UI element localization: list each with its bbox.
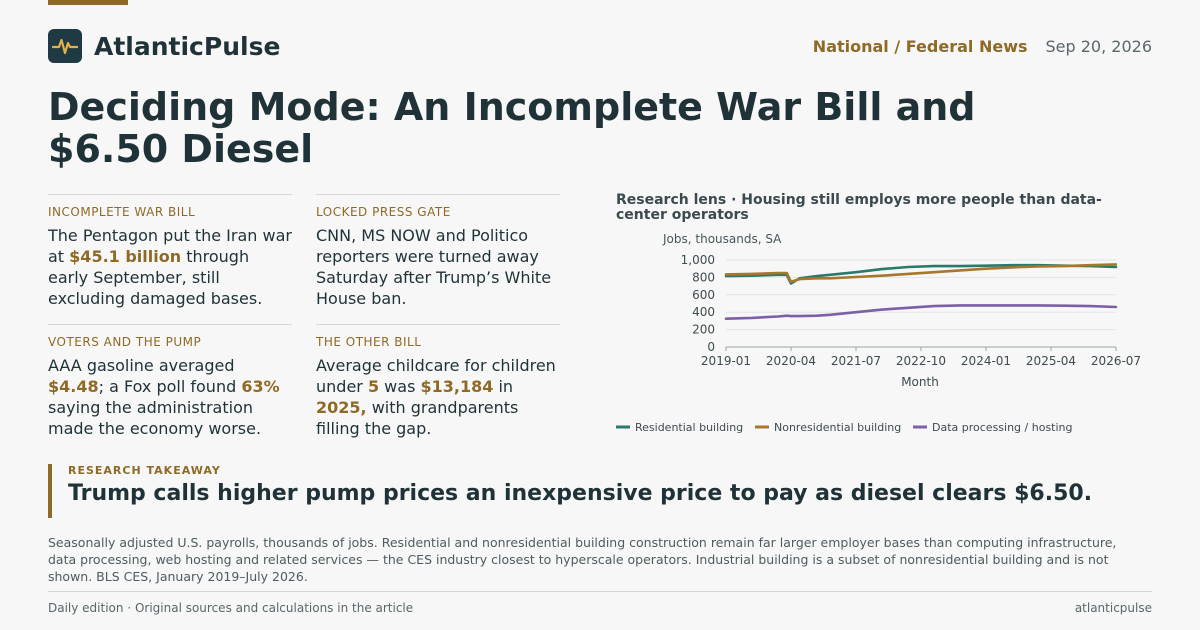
highlight-figure: $4.48	[48, 377, 99, 396]
card-body: CNN, MS NOW and Politico reporters were …	[316, 225, 560, 309]
card-body: AAA gasoline averaged $4.48; a Fox poll …	[48, 355, 292, 439]
brand-name[interactable]: AtlanticPulse	[94, 31, 281, 61]
chart-note: Seasonally adjusted U.S. payrolls, thous…	[48, 535, 1117, 584]
legend-label: Residential building	[635, 421, 743, 434]
x-tick-label: 2025-04	[1026, 354, 1076, 368]
highlight-figure: $45.1 billion	[69, 247, 182, 266]
footer: Daily edition · Original sources and cal…	[48, 591, 1152, 615]
accent-bar	[48, 0, 128, 5]
x-tick-label: 2026-07	[1091, 354, 1141, 368]
x-tick-label: 2021-07	[831, 354, 881, 368]
body-text: was	[379, 377, 421, 396]
takeaway-kicker: RESEARCH TAKEAWAY	[68, 464, 221, 477]
card-kicker: INCOMPLETE WAR BILL	[48, 205, 196, 219]
legend-label: Nonresidential building	[774, 421, 901, 434]
y-tick-label: 1,000	[681, 253, 715, 267]
chart-title: Research lens · Housing still employs mo…	[616, 192, 1102, 223]
y-axis-label: Jobs, thousands, SA	[662, 232, 782, 246]
legend-label: Data processing / hosting	[932, 421, 1073, 434]
body-text: through early September, still excluding…	[48, 247, 263, 308]
pulse-icon[interactable]	[48, 29, 82, 63]
x-axis-label: Month	[901, 375, 939, 389]
card-other-bill: THE OTHER BILL Average childcare for chi…	[316, 324, 560, 439]
highlight-figure: 63%	[241, 377, 280, 396]
series-line-1	[724, 263, 1118, 284]
card-voters-pump: VOTERS AND THE PUMP AAA gasoline average…	[48, 324, 292, 439]
section-link[interactable]: National / Federal News	[812, 36, 1028, 56]
y-tick-label: 0	[707, 340, 715, 354]
highlight-figure: $13,184	[420, 377, 494, 396]
series-line-2	[724, 304, 1118, 320]
body-text: AAA gasoline averaged	[48, 356, 235, 375]
card-kicker: THE OTHER BILL	[316, 335, 422, 349]
body-text: The Pentagon put the Iran war at	[48, 226, 292, 266]
y-tick-label: 200	[692, 323, 715, 337]
jobs-line-chart: Jobs, thousands, SA 0 200 400 600 800 1,000 201…	[616, 232, 1141, 434]
headline: Deciding Mode: An Incomplete War Bill an…	[48, 85, 976, 171]
research-takeaway: RESEARCH TAKEAWAY Trump calls higher pum…	[48, 464, 1156, 518]
body-text: ; a Fox poll found	[98, 377, 242, 396]
highlight-figure: 2025,	[316, 398, 367, 417]
highlight-figure: 5	[367, 377, 380, 396]
y-tick-label: 600	[692, 288, 715, 302]
card-press-gate: LOCKED PRESS GATE CNN, MS NOW and Politi…	[316, 194, 560, 309]
body-text: saying the administration made the econo…	[48, 398, 262, 438]
card-body: The Pentagon put the Iran war at $45.1 b…	[48, 225, 292, 309]
x-tick-label: 2022-10	[896, 354, 946, 368]
footer-site[interactable]: atlanticpulse	[1074, 601, 1152, 615]
card-kicker: LOCKED PRESS GATE	[316, 205, 451, 219]
card-body: Average childcare for children under 5 w…	[316, 355, 560, 439]
card-kicker: VOTERS AND THE PUMP	[48, 335, 202, 349]
body-text: CNN, MS NOW and Politico reporters were …	[316, 226, 552, 308]
body-text: with grandparents filling the gap.	[316, 398, 519, 438]
x-tick-label: 2024-01	[961, 354, 1011, 368]
site-header: AtlanticPulse National / Federal News Se…	[48, 28, 1152, 64]
x-tick-label: 2020-04	[766, 354, 816, 368]
x-tick-label: 2019-01	[701, 354, 751, 368]
takeaway-text: Trump calls higher pump prices an inexpe…	[68, 481, 1093, 506]
publish-date: Sep 20, 2026	[1045, 36, 1153, 56]
body-text: in	[493, 377, 514, 396]
body-text: Average childcare for children under	[316, 356, 556, 396]
card-war-bill: INCOMPLETE WAR BILL The Pentagon put the…	[48, 194, 292, 309]
y-tick-label: 800	[692, 270, 715, 284]
y-tick-label: 400	[692, 305, 715, 319]
footer-edition: Daily edition · Original sources and cal…	[48, 601, 414, 615]
